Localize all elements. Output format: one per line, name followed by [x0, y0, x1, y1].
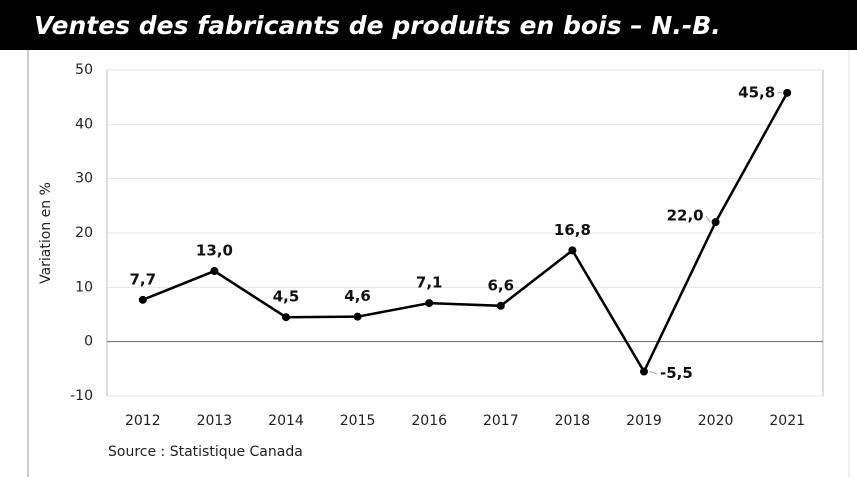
x-tick-label: 2013 — [197, 413, 233, 429]
data-point — [138, 295, 147, 304]
x-tick-label: 2016 — [411, 413, 447, 429]
data-label: 7,1 — [416, 274, 443, 292]
x-tick-label: 2015 — [340, 413, 376, 429]
chart-title: Ventes des fabricants de produits en boi… — [34, 11, 721, 40]
x-tick-label: 2014 — [268, 413, 304, 429]
x-tick-label: 2019 — [626, 413, 662, 429]
data-point — [568, 246, 577, 255]
data-point — [496, 301, 505, 310]
y-tick-label: 40 — [75, 116, 93, 132]
data-label: 13,0 — [196, 242, 233, 260]
x-tick-label: 2017 — [483, 413, 519, 429]
data-point — [783, 88, 792, 97]
data-label: 4,6 — [344, 287, 371, 305]
x-tick-label: 2020 — [698, 413, 734, 429]
x-tick-label: 2012 — [125, 413, 161, 429]
y-tick-label: -10 — [70, 388, 93, 404]
y-tick-label: 30 — [75, 171, 93, 187]
data-label: 6,6 — [488, 276, 515, 294]
source-note: Source : Statistique Canada — [108, 444, 303, 460]
label-leader — [705, 215, 711, 223]
data-point — [210, 267, 219, 276]
data-label: 45,8 — [738, 83, 775, 101]
series-line — [142, 92, 789, 375]
data-label: -5,5 — [660, 364, 693, 382]
title-bar — [0, 0, 857, 50]
data-point — [640, 367, 648, 376]
y-axis-label: Variation en % — [38, 182, 54, 284]
label-leader — [648, 371, 657, 375]
data-point — [353, 312, 362, 321]
data-label: 7,7 — [130, 270, 157, 288]
data-label: 16,8 — [554, 221, 591, 239]
data-point — [425, 299, 434, 308]
x-tick-label: 2021 — [769, 413, 805, 429]
y-tick-label: 10 — [75, 279, 93, 295]
data-point — [282, 313, 290, 322]
y-tick-label: 20 — [75, 225, 93, 241]
data-label: 22,0 — [667, 207, 704, 225]
y-tick-label: 50 — [75, 62, 93, 78]
data-point — [711, 218, 720, 227]
y-tick-label: 0 — [84, 334, 93, 350]
data-label: 4,5 — [273, 288, 300, 306]
x-tick-label: 2018 — [555, 413, 591, 429]
